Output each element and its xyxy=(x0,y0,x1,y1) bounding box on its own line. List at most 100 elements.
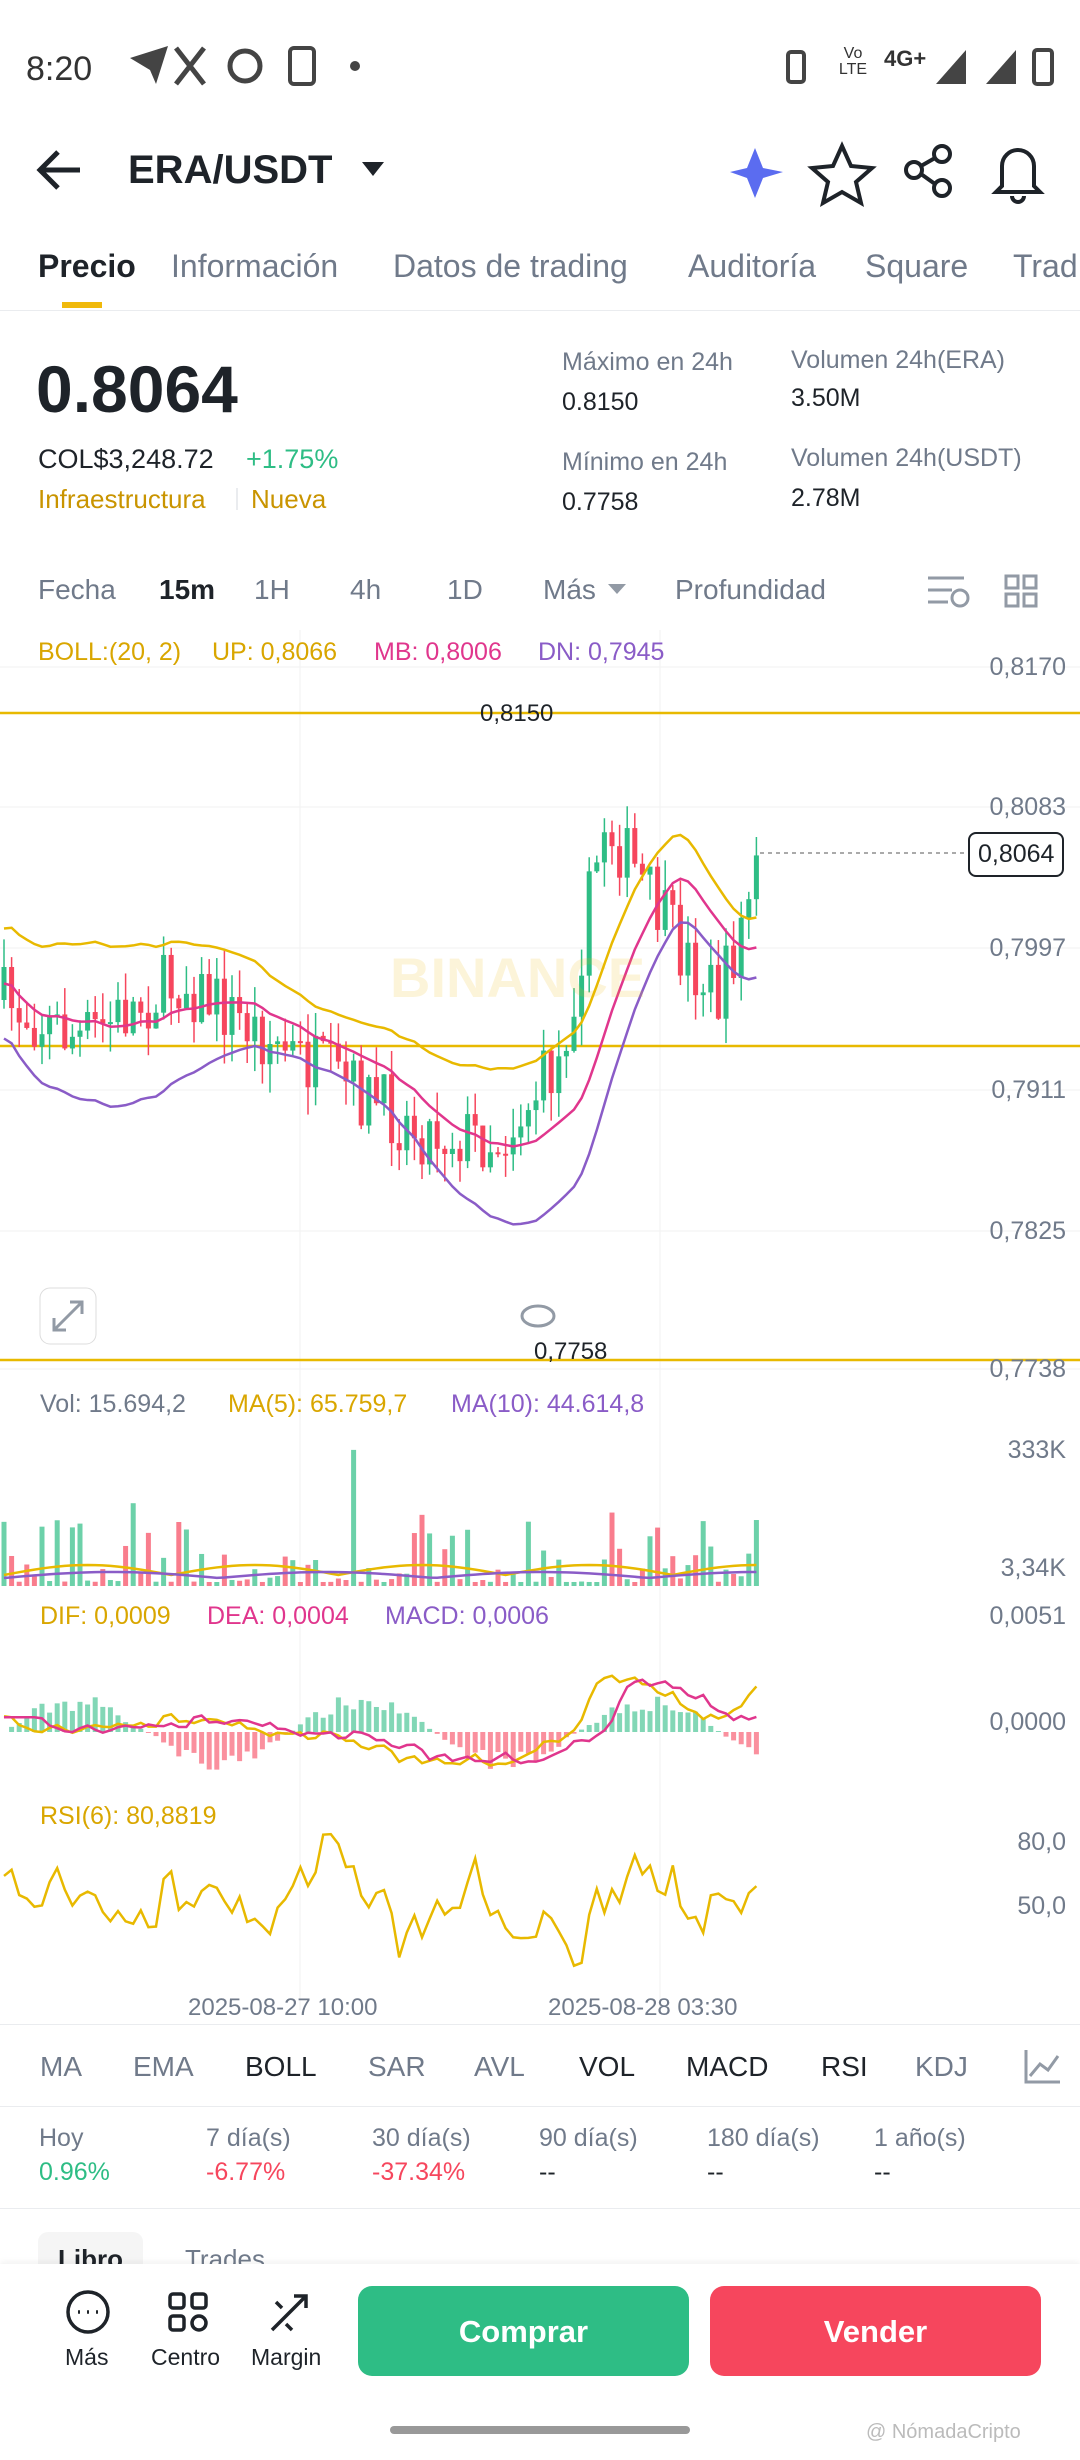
macd-bar xyxy=(601,1714,607,1732)
interval[interactable]: 1D xyxy=(447,574,483,605)
macd-bar xyxy=(77,1701,83,1732)
candle-body xyxy=(723,945,729,1019)
volume-bar xyxy=(47,1581,53,1586)
buy-button[interactable]: Comprar xyxy=(358,2286,689,2376)
indicator[interactable]: SAR xyxy=(368,2051,426,2082)
tab[interactable]: Precio xyxy=(38,248,136,284)
price-axis-label: 0,7738 xyxy=(989,1355,1066,1383)
volume-bar xyxy=(259,1581,265,1586)
indicator[interactable]: MA xyxy=(40,2051,82,2082)
interval[interactable]: 15m xyxy=(159,574,216,605)
candle-body xyxy=(221,978,227,1035)
macd-bar xyxy=(176,1732,182,1757)
dea-line xyxy=(4,1678,757,1765)
indicator[interactable]: RSI xyxy=(821,2051,868,2082)
volume-bar xyxy=(632,1581,638,1586)
vol-ma5: MA(5): 65.759,7 xyxy=(228,1390,408,1418)
interval[interactable]: Profundidad xyxy=(675,574,827,605)
candle-body xyxy=(609,832,615,847)
volume-bar xyxy=(419,1514,425,1586)
volume-bar xyxy=(655,1527,661,1586)
volume-bar xyxy=(518,1581,524,1586)
macd-bar xyxy=(138,1728,144,1732)
price-axis-label: 0,8170 xyxy=(989,653,1066,681)
candle-body xyxy=(313,1035,319,1088)
volume-bar xyxy=(77,1523,83,1586)
candle-body xyxy=(39,1034,45,1047)
candle-body xyxy=(366,1077,372,1126)
macd-bar xyxy=(419,1721,425,1732)
ai-button[interactable] xyxy=(730,148,783,198)
indicator[interactable]: EMA xyxy=(133,2051,194,2082)
indicator[interactable]: BOLL xyxy=(245,2051,317,2082)
back-button[interactable] xyxy=(36,150,80,190)
macd-bar xyxy=(358,1699,364,1732)
indicator[interactable]: VOL xyxy=(579,2051,636,2082)
candle-body xyxy=(16,1008,22,1023)
indicator[interactable]: AVL xyxy=(474,2051,525,2082)
candle-body xyxy=(305,1041,311,1088)
tag[interactable]: Nueva xyxy=(251,484,327,514)
candle-body xyxy=(693,942,699,996)
period-change: -- xyxy=(874,2158,891,2186)
volume-bar xyxy=(153,1581,159,1586)
volume-bar xyxy=(480,1580,486,1586)
pair-dropdown[interactable] xyxy=(362,162,384,176)
tab[interactable]: Información xyxy=(171,248,339,284)
volume-bar xyxy=(16,1581,22,1586)
indicator[interactable]: MACD xyxy=(686,2051,769,2082)
stat-label: Volumen 24h(ERA) xyxy=(791,346,1006,374)
candle-body xyxy=(62,1014,68,1049)
kline-chart xyxy=(0,630,1080,2010)
macd-bar xyxy=(389,1702,395,1732)
tab[interactable]: Datos de trading xyxy=(393,248,628,284)
candle-body xyxy=(396,1143,402,1151)
tag-separator xyxy=(236,488,238,510)
stat-label: Volumen 24h(USDT) xyxy=(791,444,1022,472)
bottom-action[interactable]: Centro xyxy=(151,2344,221,2370)
period-change: 0.96% xyxy=(39,2158,110,2186)
volume-bar xyxy=(503,1581,509,1586)
candle-body xyxy=(632,828,638,864)
divider xyxy=(0,310,1080,311)
candle-body xyxy=(487,1152,493,1168)
volume-bar xyxy=(138,1572,144,1586)
volume-bar xyxy=(9,1555,15,1586)
volume-bar xyxy=(472,1581,478,1586)
boll-mid-line xyxy=(3,877,757,1148)
volume-bar xyxy=(396,1573,402,1586)
volume-bar xyxy=(647,1536,653,1586)
sell-button[interactable]: Vender xyxy=(710,2286,1041,2376)
candle-body xyxy=(465,1114,471,1162)
last-price: 0.8064 xyxy=(36,352,238,426)
tab[interactable]: Auditoría xyxy=(688,248,817,284)
tag[interactable]: Infraestructura xyxy=(38,484,206,514)
interval[interactable]: 4h xyxy=(350,574,382,605)
alert-button[interactable] xyxy=(991,148,1045,204)
bottom-action[interactable]: Margin xyxy=(251,2344,322,2370)
stat-label: Máximo en 24h xyxy=(562,348,733,376)
header-icons xyxy=(36,141,1045,208)
macd-bar xyxy=(449,1732,455,1745)
macd-bar xyxy=(480,1732,486,1750)
candle-body xyxy=(69,1036,75,1049)
interval[interactable]: 1H xyxy=(254,574,290,605)
indicator-settings[interactable] xyxy=(1022,2046,1062,2086)
volume-bar xyxy=(85,1580,91,1586)
period-change: -37.34% xyxy=(372,2158,466,2186)
favorite-button[interactable] xyxy=(807,141,877,208)
share-button[interactable] xyxy=(904,144,952,198)
candle-body xyxy=(738,917,744,978)
candle-body xyxy=(335,1043,341,1062)
tab[interactable]: Trad xyxy=(1013,248,1078,284)
volume-bar xyxy=(145,1532,151,1586)
macd-bar xyxy=(69,1710,75,1732)
interval[interactable]: Más xyxy=(543,574,596,605)
indicator[interactable]: KDJ xyxy=(915,2051,968,2082)
volume-bar xyxy=(69,1527,75,1586)
candle-body xyxy=(715,964,721,1019)
tab[interactable]: Square xyxy=(865,248,969,284)
interval[interactable]: Fecha xyxy=(38,574,116,605)
bottom-action[interactable]: Más xyxy=(65,2344,109,2370)
macd-bar xyxy=(411,1716,417,1732)
